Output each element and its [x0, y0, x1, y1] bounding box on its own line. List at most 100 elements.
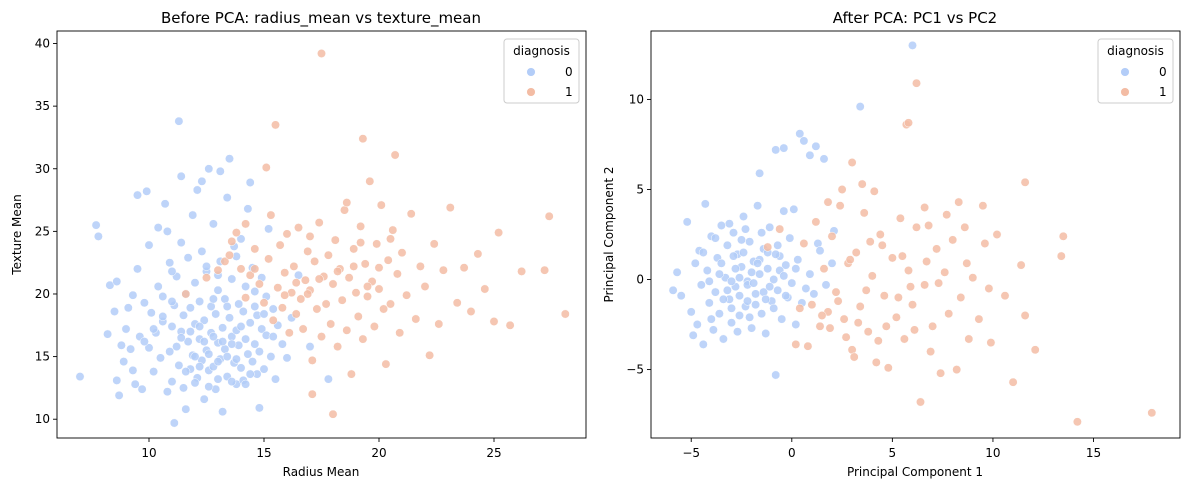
scatter-point-class-0 [716, 221, 726, 230]
scatter-point-class-1 [871, 357, 881, 367]
scatter-point-class-0 [211, 309, 221, 319]
scatter-point-class-1 [317, 332, 326, 342]
scatter-point-class-0 [268, 332, 278, 342]
legend-title: diagnosis [1107, 44, 1164, 58]
scatter-point-class-1 [411, 314, 421, 324]
scatter-point-class-0 [769, 303, 779, 313]
scatter-point-class-1 [445, 203, 455, 213]
scatter-point-class-1 [397, 248, 407, 258]
y-axis-label: Texture Mean [10, 194, 24, 275]
scatter-point-class-0 [259, 309, 269, 319]
scatter-point-class-1 [881, 321, 891, 331]
scatter-point-class-1 [294, 223, 303, 233]
scatter-point-class-0 [704, 298, 714, 308]
scatter-point-class-1 [321, 299, 331, 309]
scatter-point-class-1 [815, 321, 825, 331]
scatter-point-class-1 [956, 293, 966, 302]
scatter-point-class-0 [729, 251, 738, 261]
scatter-point-class-1 [853, 318, 863, 328]
legend-frame [1097, 38, 1174, 104]
scatter-point-class-1 [799, 239, 809, 248]
scatter-point-class-0 [706, 314, 716, 324]
scatter-point-class-1 [863, 327, 873, 337]
scatter-point-class-0 [686, 307, 696, 317]
scatter-point-class-1 [992, 230, 1002, 239]
scatter-point-class-1 [831, 287, 841, 297]
scatter-point-class-0 [305, 342, 315, 352]
scatter-point-class-0 [777, 314, 787, 324]
scatter-point-class-1 [323, 250, 333, 260]
scatter-point-class-0 [714, 269, 724, 279]
scatter-point-class-0 [245, 369, 255, 379]
scatter-point-class-1 [1072, 417, 1082, 427]
scatter-point-class-0 [731, 264, 740, 274]
scatter-point-class-0 [225, 313, 234, 323]
scatter-point-class-1 [374, 263, 384, 273]
scatter-point-class-0 [710, 287, 720, 297]
scatter-point-class-1 [920, 203, 930, 212]
scatter-point-class-0 [745, 237, 755, 247]
scatter-point-class-0 [167, 297, 177, 306]
scatter-point-class-0 [769, 275, 779, 284]
scatter-point-class-0 [781, 291, 791, 301]
scatter-point-class-1 [974, 314, 984, 324]
x-tick-label: −5 [682, 446, 700, 460]
scatter-point-class-0 [153, 223, 163, 233]
scatter-point-class-0 [771, 249, 781, 259]
scatter-point-class-1 [908, 300, 917, 310]
scatter-point-class-1 [887, 253, 897, 263]
scatter-point-class-1 [795, 303, 805, 313]
scatter-point-class-0 [167, 266, 177, 276]
scatter-point-class-1 [289, 261, 299, 271]
scatter-point-class-0 [676, 291, 686, 301]
scatter-point-class-1 [307, 389, 317, 399]
x-tick-label: 0 [788, 446, 796, 460]
scatter-point-class-1 [954, 197, 964, 207]
scatter-point-class-1 [356, 238, 366, 248]
scatter-point-class-1 [307, 355, 317, 365]
x-tick-label: 15 [256, 446, 271, 460]
scatter-point-class-0 [765, 222, 775, 232]
x-tick-label: 15 [1086, 446, 1101, 460]
scatter-point-class-0 [179, 383, 188, 393]
scatter-point-class-0 [222, 302, 232, 311]
scatter-point-class-1 [358, 134, 368, 144]
scatter-point-class-0 [690, 258, 700, 268]
scatter-point-class-0 [692, 320, 702, 329]
scatter-point-class-1 [1016, 260, 1026, 270]
scatter-point-class-1 [1020, 311, 1030, 320]
scatter-point-class-1 [342, 325, 352, 335]
scatter-point-class-1 [202, 273, 211, 283]
scatter-point-class-0 [250, 287, 260, 296]
scatter-point-class-0 [225, 154, 234, 164]
scatter-point-class-1 [271, 120, 280, 130]
scatter-point-class-0 [789, 204, 799, 214]
legend-label-0: 0 [1159, 65, 1167, 79]
scatter-point-class-1 [383, 255, 393, 265]
scatter-point-class-1 [861, 285, 871, 295]
scatter-point-class-1 [873, 336, 883, 346]
scatter-point-class-1 [879, 291, 889, 301]
scatter-point-class-0 [218, 323, 228, 333]
scatter-point-class-0 [123, 303, 133, 313]
scatter-point-class-0 [213, 374, 223, 384]
x-axis-label: Principal Component 1 [847, 465, 983, 479]
scatter-point-class-1 [227, 236, 237, 246]
scatter-point-class-0 [234, 299, 244, 309]
scatter-point-class-0 [264, 224, 274, 234]
scatter-point-class-0 [771, 145, 781, 155]
scatter-point-class-1 [980, 239, 990, 248]
scatter-point-class-1 [839, 314, 849, 324]
scatter-point-class-1 [1058, 231, 1068, 241]
scatter-point-class-0 [761, 294, 771, 304]
scatter-point-class-0 [773, 285, 783, 295]
scatter-point-class-1 [349, 261, 359, 271]
scatter-point-class-0 [199, 394, 209, 404]
scatter-point-class-1 [916, 397, 925, 407]
scatter-point-class-0 [142, 186, 152, 196]
scatter-point-class-0 [323, 374, 333, 384]
scatter-point-class-0 [698, 248, 708, 257]
scatter-point-class-0 [855, 102, 865, 112]
scatter-point-class-0 [162, 226, 172, 236]
